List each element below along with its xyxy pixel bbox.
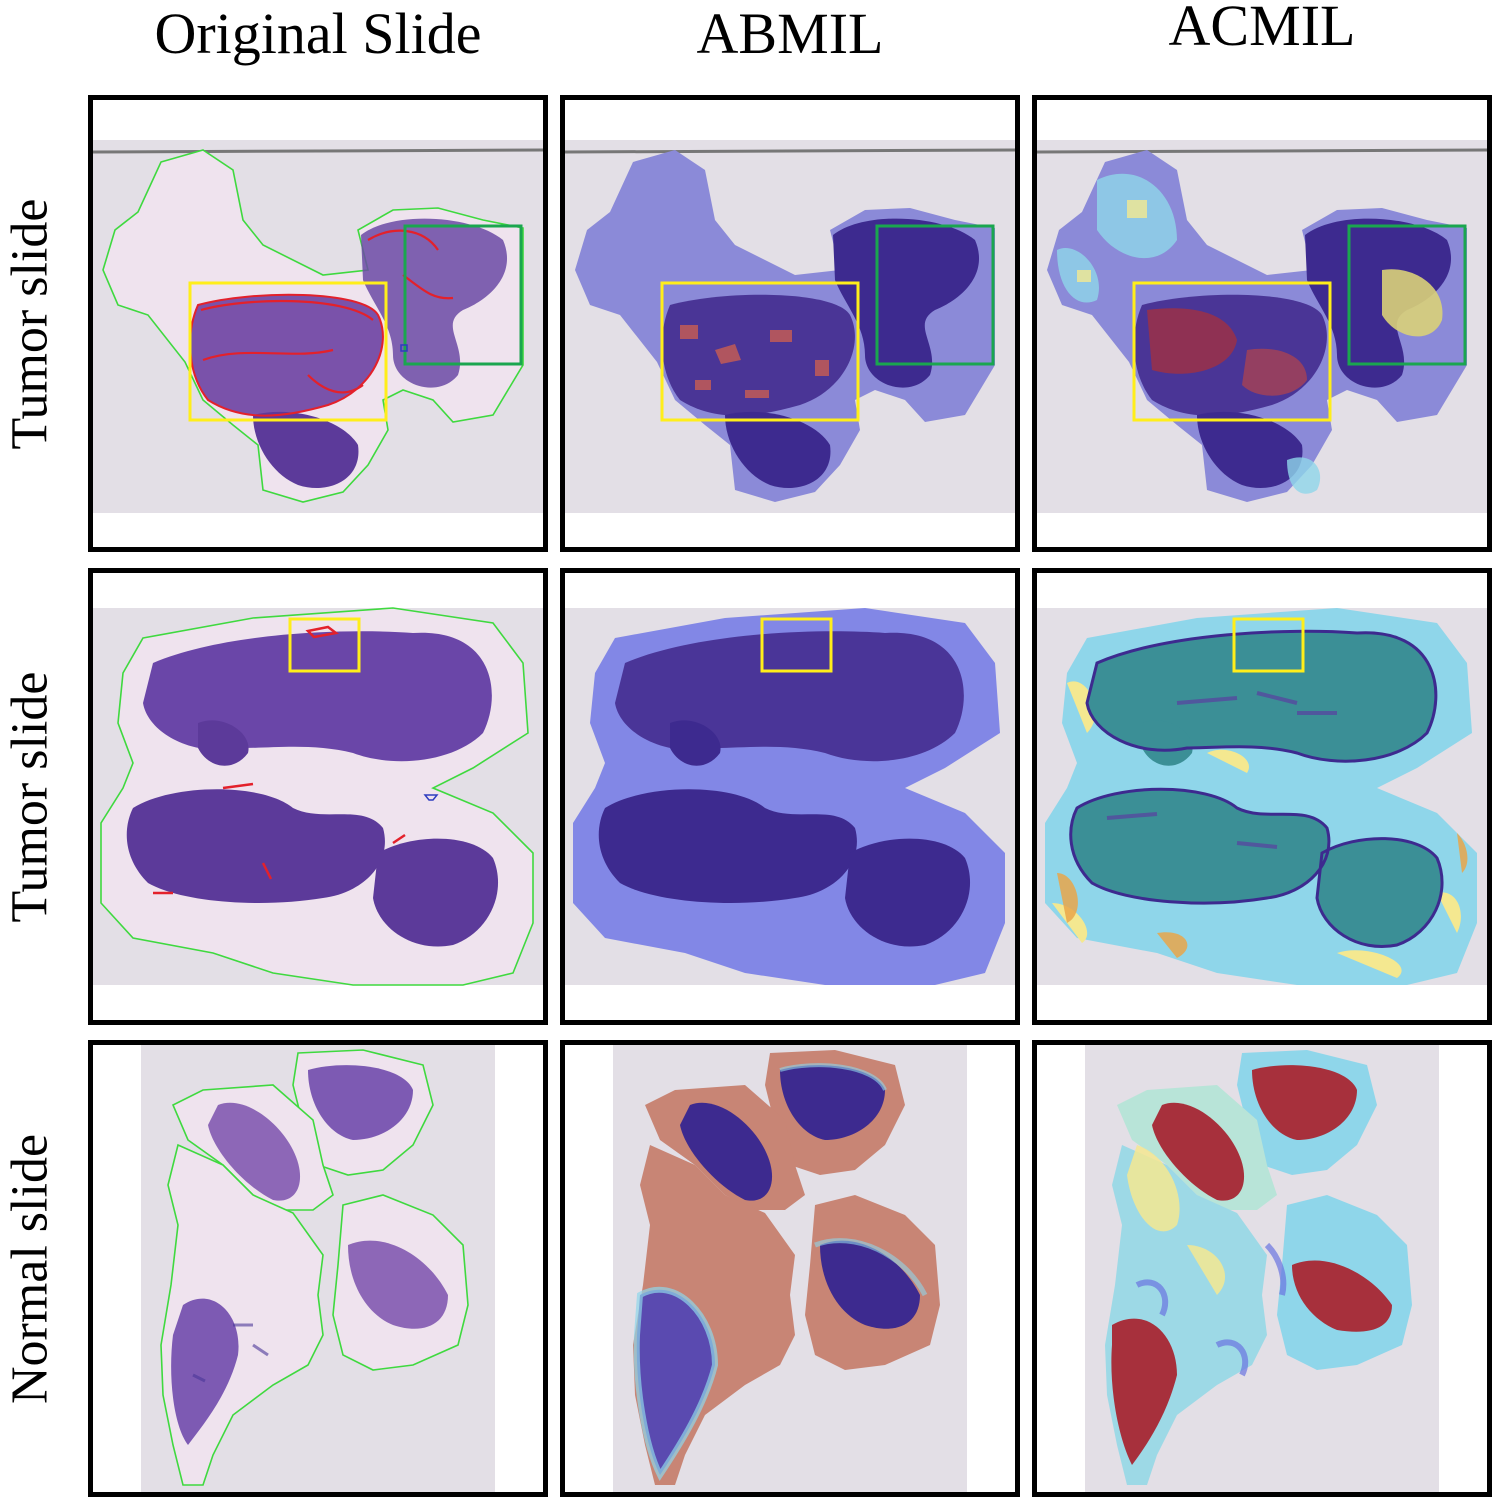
- column-title-abmil: ABMIL: [696, 1, 884, 66]
- panel-normal-acmil: [1032, 1040, 1492, 1497]
- column-title-acmil: ACMIL: [1168, 0, 1356, 58]
- slide-image: [141, 1045, 495, 1492]
- column-title-original: Original Slide: [154, 1, 482, 66]
- panel-normal-original: [88, 1040, 548, 1497]
- panel-tumor2-original: [88, 568, 548, 1025]
- attention-map: [565, 140, 1015, 513]
- slide-image: [93, 607, 543, 986]
- attention-map: [1037, 608, 1487, 985]
- attention-map: [1085, 1045, 1439, 1492]
- attention-map: [1037, 140, 1487, 513]
- row-title-tumor-1: Tumor slide: [1, 198, 59, 449]
- panel-tumor1-acmil: [1032, 95, 1492, 552]
- attention-map: [565, 608, 1015, 985]
- panel-normal-abmil: [560, 1040, 1020, 1497]
- row-title-tumor-2: Tumor slide: [1, 671, 59, 922]
- panel-tumor2-abmil: [560, 568, 1020, 1025]
- panel-tumor1-abmil: [560, 95, 1020, 552]
- attention-map: [613, 1045, 967, 1492]
- row-title-normal: Normal slide: [1, 1133, 59, 1404]
- panel-tumor2-acmil: [1032, 568, 1492, 1025]
- slide-image: [93, 140, 543, 513]
- panel-tumor1-original: [88, 95, 548, 552]
